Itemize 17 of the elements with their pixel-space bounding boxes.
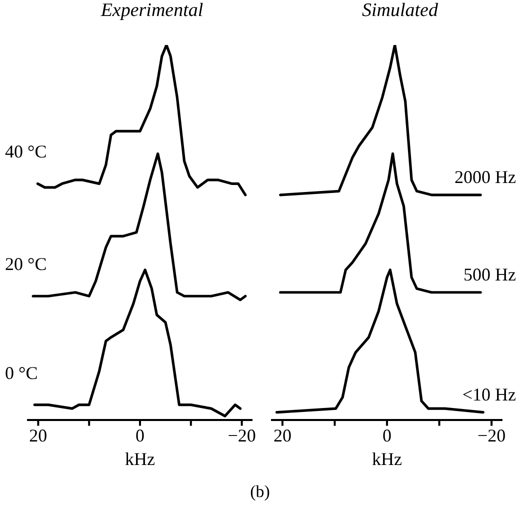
x-axis-title: kHz: [125, 448, 155, 469]
series-label: 500 Hz: [464, 264, 516, 284]
series-label: <10 Hz: [462, 384, 516, 404]
series-label: 40 °C: [5, 142, 47, 162]
chart-title: Experimental: [100, 0, 204, 22]
x-tick-label: −20: [477, 426, 506, 446]
x-tick-label: −20: [228, 426, 256, 446]
x-tick-label: 20: [273, 426, 292, 446]
x-tick-label: 0: [136, 426, 144, 446]
series-label: 20 °C: [5, 254, 47, 274]
series-label: 0 °C: [5, 362, 38, 383]
x-tick-label: 20: [29, 426, 48, 446]
series-label: 2000 Hz: [454, 166, 516, 187]
text: (b): [249, 482, 271, 502]
x-tick-label: 0: [382, 426, 392, 446]
chart-title: Simulated: [361, 0, 439, 22]
x-axis-title: kHz: [372, 448, 402, 469]
